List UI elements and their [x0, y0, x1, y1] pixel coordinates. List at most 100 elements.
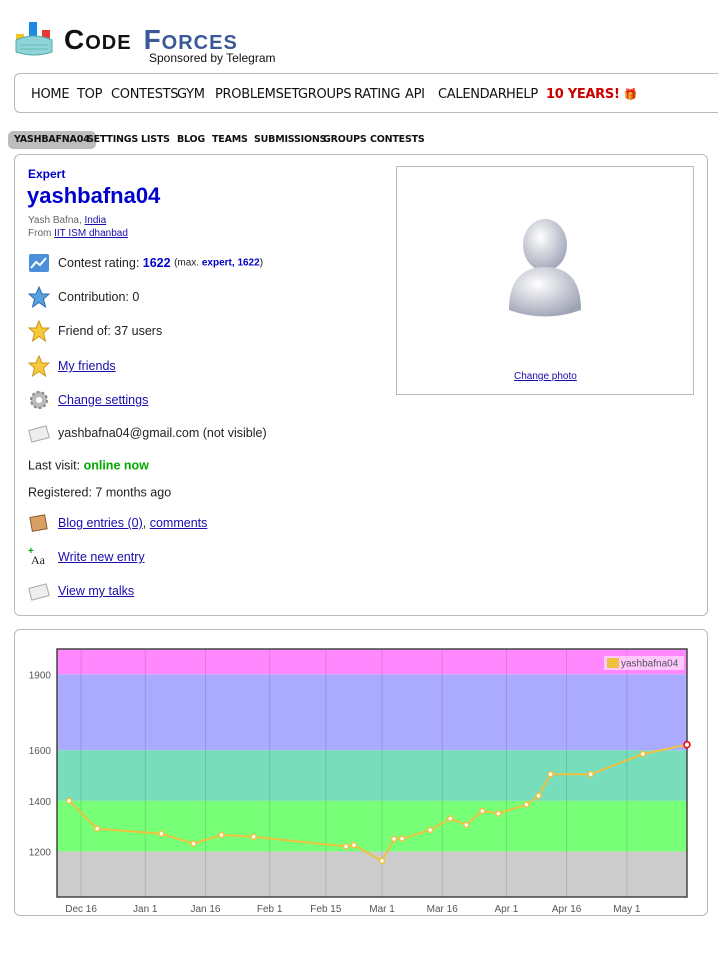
contest-rating-value: 1622: [142, 256, 171, 270]
tab-blog[interactable]: BLOG: [177, 134, 206, 145]
profile-menu: YASHBAFNA04 SETTINGS LISTS BLOG TEAMS SU…: [8, 131, 428, 149]
max-suffix: ): [259, 257, 264, 269]
rating-band-0: [57, 851, 687, 897]
change-photo-link[interactable]: Change photo: [514, 371, 577, 382]
y-tick-label: 1600: [29, 746, 52, 757]
registered-text: Registered: 7 months ago: [28, 485, 172, 500]
blog-separator: ,: [142, 516, 147, 530]
menu-10-years-label: 10 YEARS!: [546, 87, 620, 102]
tab-settings[interactable]: SETTINGS: [87, 134, 139, 145]
view-talks-row: View my talks: [28, 580, 134, 602]
menu-10-years[interactable]: 10 YEARS! 🎁: [546, 87, 638, 102]
user-from: From IIT ISM dhanbad: [28, 228, 128, 239]
menu-problemset[interactable]: PROBLEMSET: [215, 87, 300, 102]
y-tick-label: 1200: [29, 847, 52, 858]
rating-band-1: [57, 800, 687, 852]
rating-point: [250, 833, 257, 841]
envelope-icon: [28, 583, 50, 601]
x-tick-label: Jan 16: [190, 904, 220, 915]
from-label: From: [28, 228, 52, 239]
rating-point: [378, 857, 386, 865]
menu-top[interactable]: TOP: [77, 87, 103, 102]
organization-link[interactable]: IIT ISM dhanbad: [54, 228, 128, 239]
user-name-text: Yash Bafna,: [28, 215, 82, 226]
user-realname: Yash Bafna, India: [28, 215, 106, 226]
gear-icon: [30, 391, 48, 409]
main-menu: HOME TOP CONTESTS GYM PROBLEMSET GROUPS …: [14, 73, 718, 113]
menu-home[interactable]: HOME: [31, 87, 70, 102]
rating-line: [68, 743, 688, 863]
user-rank: Expert: [28, 167, 66, 181]
my-friends-link[interactable]: My friends: [58, 359, 116, 373]
country-link[interactable]: India: [84, 215, 107, 226]
rating-point: [218, 831, 225, 839]
friend-of-row: Friend of: 37 users: [28, 320, 162, 342]
x-tick-label: Dec 16: [65, 904, 97, 915]
codeforces-logo-icon: [15, 22, 53, 56]
last-visit-value: online now: [83, 458, 149, 473]
svg-text:Aa: Aa: [31, 553, 46, 567]
avatar: [509, 219, 581, 317]
write-new-entry-link[interactable]: Write new entry: [58, 550, 145, 564]
comments-link[interactable]: comments: [149, 516, 208, 530]
rating-band-2: [57, 750, 687, 801]
x-tick-label: May 1: [613, 904, 641, 915]
registered-row: Registered: 7 months ago: [28, 485, 171, 500]
x-tick-label: Jan 1: [133, 904, 158, 915]
rating-point: [683, 740, 691, 749]
y-tick-label: 1900: [29, 670, 52, 681]
gift-icon: 🎁: [623, 88, 638, 101]
rating-point: [495, 810, 502, 817]
rating-point: [65, 797, 73, 805]
menu-gym[interactable]: GYM: [177, 87, 205, 102]
logo-code-text: Code: [64, 24, 132, 55]
menu-api[interactable]: API: [405, 87, 425, 102]
blog-icon: [29, 514, 48, 532]
menu-contests[interactable]: CONTESTS: [111, 87, 179, 102]
rating-point: [426, 826, 434, 834]
codeforces-logo-text[interactable]: Code Forces: [64, 24, 238, 56]
my-friends-row: My friends: [28, 355, 116, 377]
max-rating-value: 1622: [237, 257, 260, 269]
rating-point: [398, 835, 406, 843]
friend-of-text: Friend of: 37 users: [58, 324, 163, 338]
legend-swatch: [607, 658, 619, 668]
rating-graph-box: [14, 629, 708, 916]
change-settings-link[interactable]: Change settings: [58, 393, 149, 407]
tab-profile-handle[interactable]: YASHBAFNA04: [8, 131, 96, 149]
rating-point: [190, 840, 197, 847]
tab-submissions[interactable]: SUBMISSIONS: [254, 134, 327, 145]
sponsor-text: Sponsored by Telegram: [149, 51, 276, 65]
rating-chart-icon: [29, 254, 49, 272]
email-row: yashbafna04@gmail.com (not visible): [28, 422, 267, 444]
view-talks-link[interactable]: View my talks: [58, 584, 135, 598]
max-rating: (max. expert, 1622): [174, 258, 263, 269]
x-tick-label: Feb 15: [310, 904, 342, 915]
rating-point: [479, 807, 486, 815]
blog-entries-link[interactable]: Blog entries (0): [58, 516, 143, 530]
rating-point: [342, 843, 350, 850]
menu-help[interactable]: HELP: [506, 87, 538, 102]
star-icon: [28, 355, 50, 377]
max-prefix: (max.: [174, 257, 200, 269]
tab-lists[interactable]: LISTS: [141, 134, 170, 145]
rating-point: [547, 771, 554, 778]
menu-groups[interactable]: GROUPS: [298, 87, 352, 102]
write-entry-row: Aa + Write new entry: [28, 546, 145, 568]
x-tick-label: Mar 1: [369, 904, 395, 915]
menu-calendar[interactable]: CALENDAR: [438, 87, 507, 102]
rating-point: [350, 841, 358, 849]
star-icon: [28, 320, 50, 342]
blue-star-icon: [28, 286, 50, 308]
legend-label: yashbafna04: [621, 659, 679, 670]
y-tick-label: 1400: [29, 797, 52, 808]
rating-point: [535, 792, 542, 800]
user-handle[interactable]: yashbafna04: [27, 183, 161, 208]
tab-groups[interactable]: GROUPS: [323, 134, 367, 145]
legend-box: [604, 656, 684, 670]
tab-contests[interactable]: CONTESTS: [370, 134, 425, 145]
menu-rating[interactable]: RATING: [354, 87, 401, 102]
tab-teams[interactable]: TEAMS: [212, 134, 248, 145]
contest-rating-row: Contest rating: 1622 (max. expert, 1622): [28, 252, 263, 274]
settings-row: Change settings: [28, 389, 148, 411]
